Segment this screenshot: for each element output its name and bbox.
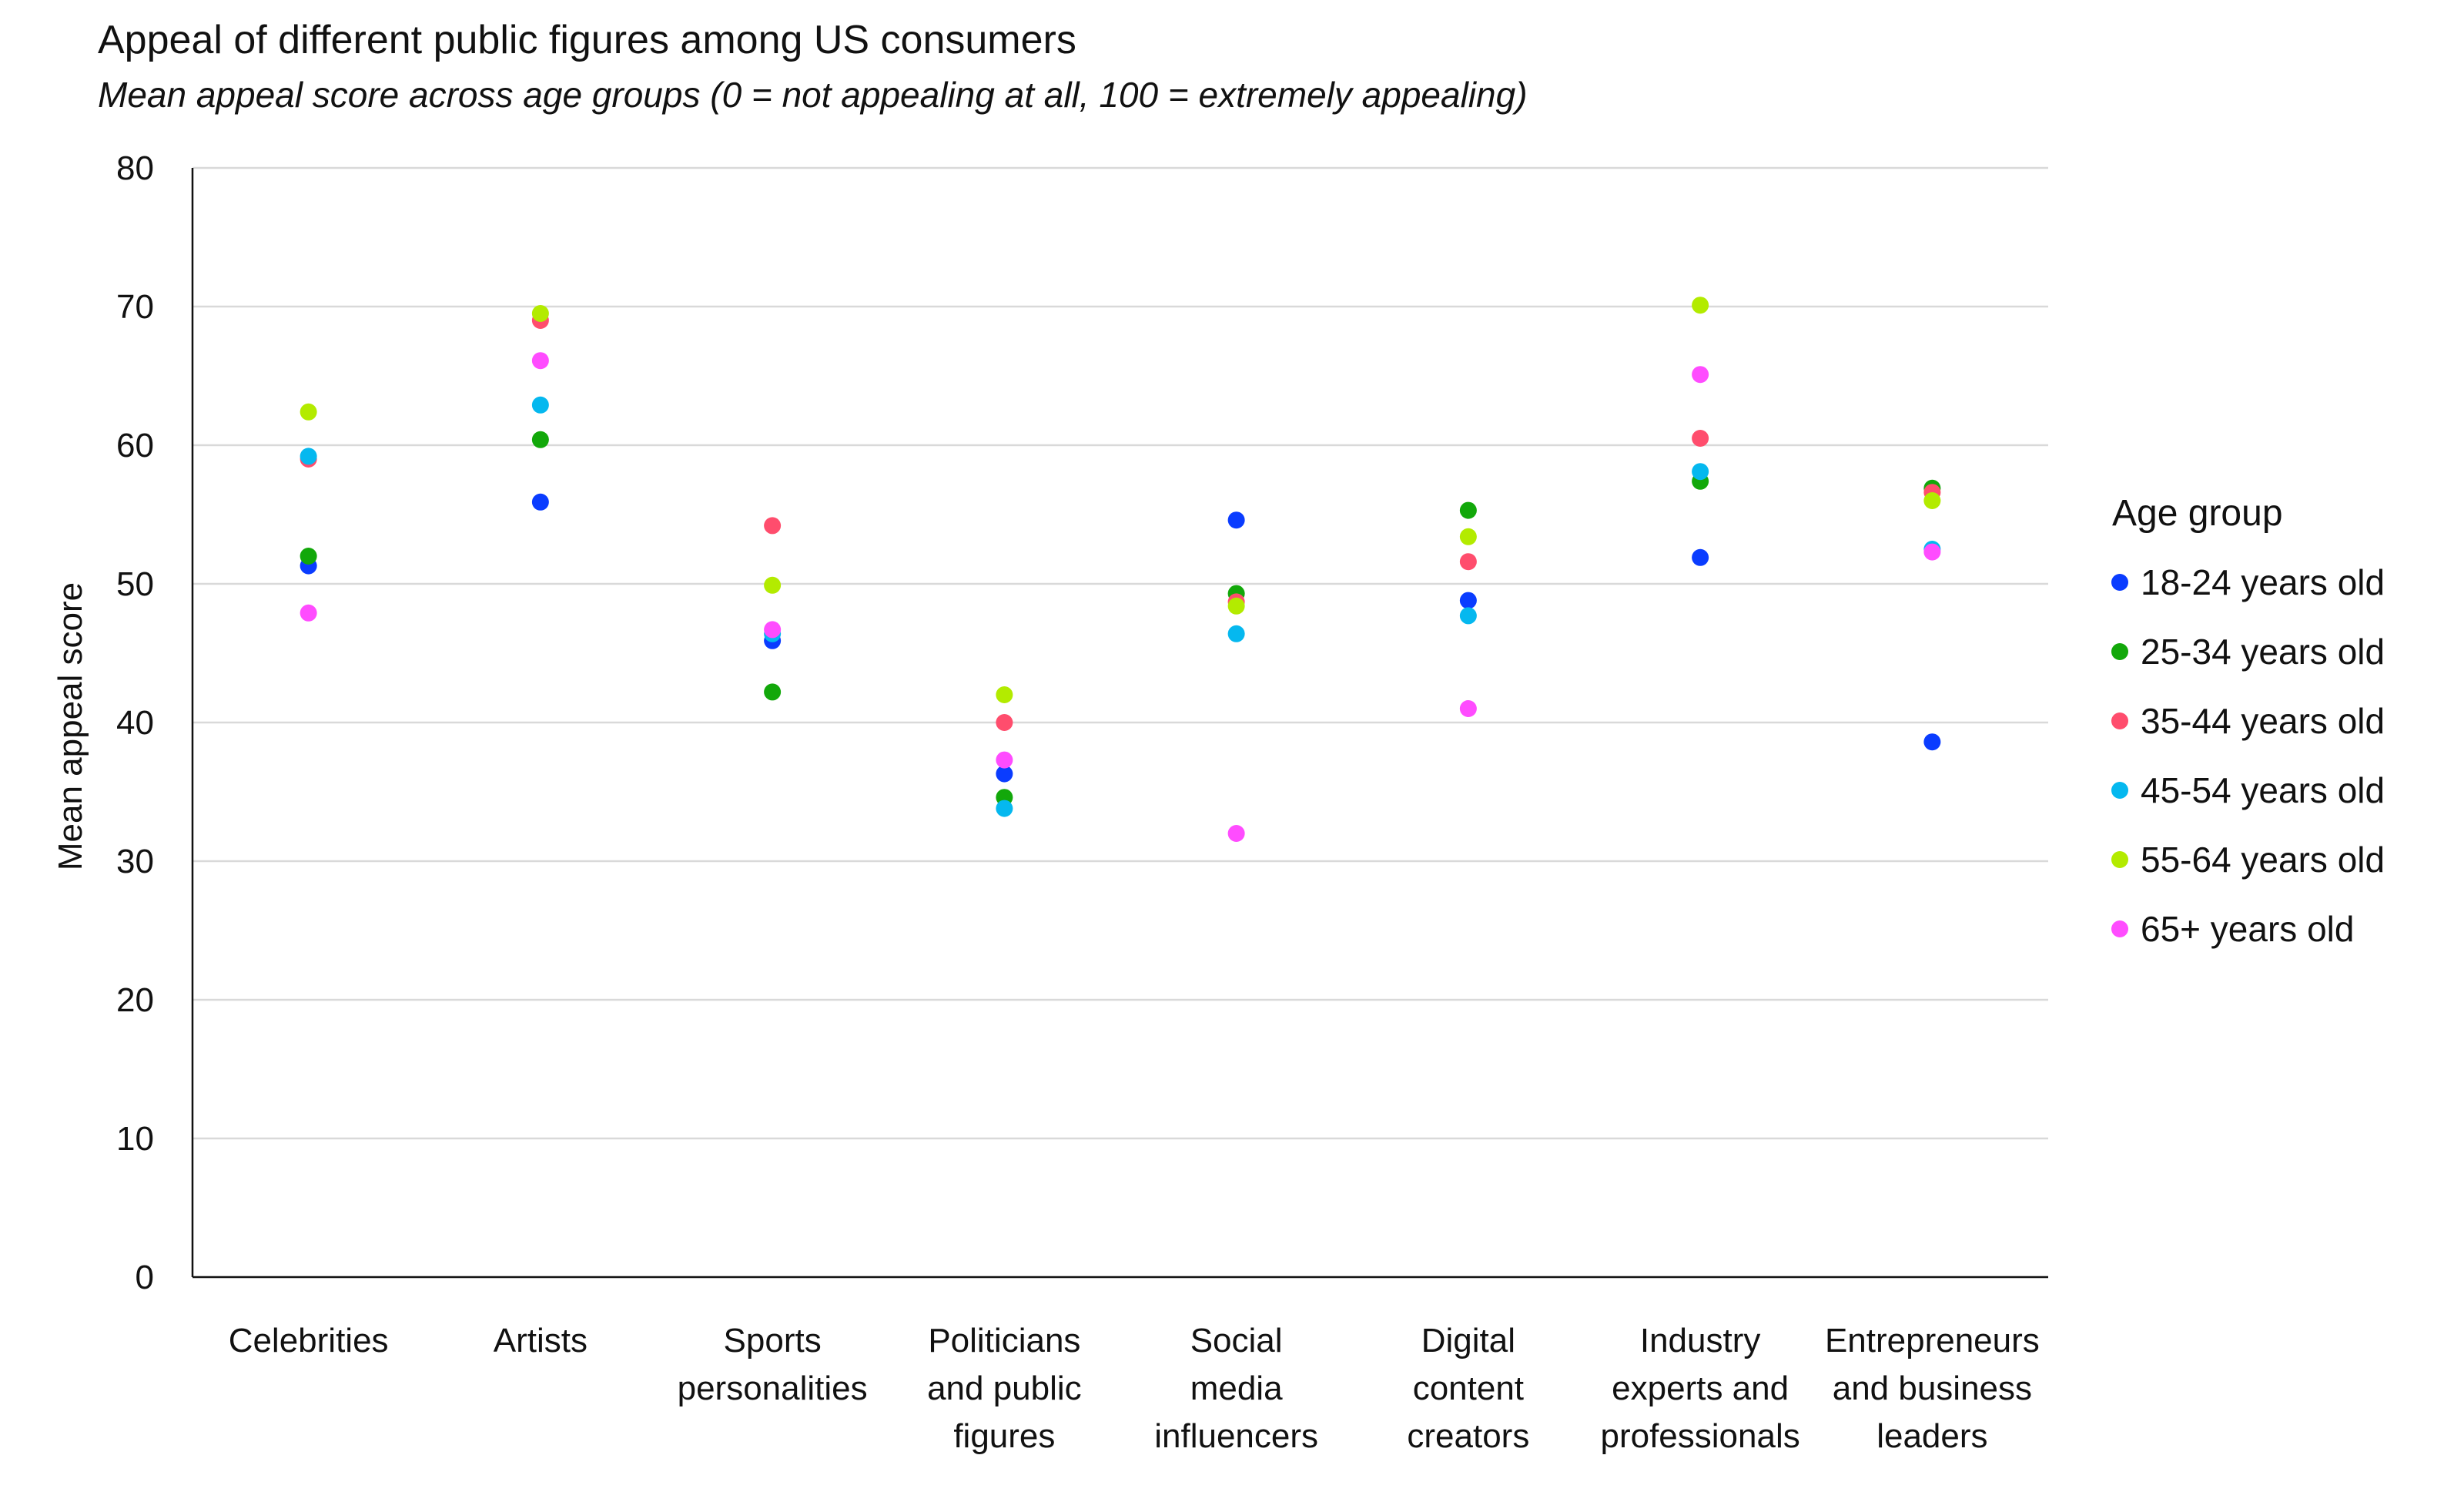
data-point-35-44-years-old xyxy=(1692,430,1709,447)
legend-marker xyxy=(2111,712,2128,729)
x-category-label: Digital xyxy=(1421,1322,1515,1360)
data-point-45-54-years-old xyxy=(531,396,549,414)
legend-label: 45-54 years old xyxy=(2141,770,2385,810)
data-point-55-64-years-old xyxy=(1692,297,1709,314)
x-category-label: Entrepreneurs xyxy=(1825,1322,2040,1360)
x-category-label: Artists xyxy=(494,1322,588,1360)
data-point-55-64-years-old xyxy=(531,305,549,322)
data-point-18-24-years-old xyxy=(531,493,549,511)
data-point-35-44-years-old xyxy=(764,517,782,535)
data-point-65-years-old xyxy=(1692,366,1709,384)
data-point-18-24-years-old xyxy=(1459,592,1477,609)
x-category-label: figures xyxy=(953,1417,1055,1455)
data-point-25-34-years-old xyxy=(531,431,549,448)
x-category-label: Sports xyxy=(724,1322,822,1360)
y-tick-label: 30 xyxy=(116,843,154,880)
data-point-65-years-old xyxy=(764,621,782,639)
x-category-label: professionals xyxy=(1600,1417,1799,1455)
x-category-label: content xyxy=(1413,1370,1524,1407)
data-point-65-years-old xyxy=(300,604,317,622)
data-point-55-64-years-old xyxy=(996,686,1013,703)
legend-label: 35-44 years old xyxy=(2141,701,2385,741)
y-tick-label: 20 xyxy=(116,981,154,1019)
data-point-45-54-years-old xyxy=(1692,463,1709,481)
x-category-label: influencers xyxy=(1154,1417,1318,1455)
legend-label: 18-24 years old xyxy=(2141,562,2385,602)
data-point-65-years-old xyxy=(531,352,549,370)
y-tick-label: 0 xyxy=(136,1259,154,1296)
legend-label: 55-64 years old xyxy=(2141,840,2385,880)
y-tick-label: 50 xyxy=(116,565,154,603)
data-point-45-54-years-old xyxy=(1227,625,1245,642)
data-point-18-24-years-old xyxy=(996,765,1013,783)
x-category-label: and public xyxy=(927,1370,1082,1407)
x-category-label: Industry xyxy=(1640,1322,1761,1360)
legend-marker xyxy=(2111,574,2128,591)
x-category-label: personalities xyxy=(678,1370,868,1407)
data-point-25-34-years-old xyxy=(300,548,317,565)
data-point-65-years-old xyxy=(1227,825,1245,842)
data-point-65-years-old xyxy=(1923,543,1941,561)
y-axis-label: Mean appeal score xyxy=(52,582,89,870)
legend-marker xyxy=(2111,782,2128,799)
data-point-35-44-years-old xyxy=(996,714,1013,731)
data-point-45-54-years-old xyxy=(300,448,317,465)
legend-marker xyxy=(2111,643,2128,660)
legend-label: 65+ years old xyxy=(2141,909,2354,949)
data-point-35-44-years-old xyxy=(1459,553,1477,571)
x-category-label: media xyxy=(1190,1370,1283,1407)
legend-label: 25-34 years old xyxy=(2141,632,2385,672)
data-point-25-34-years-old xyxy=(764,683,782,701)
data-point-55-64-years-old xyxy=(300,403,317,421)
x-category-label: Politicians xyxy=(928,1322,1080,1360)
legend-title: Age group xyxy=(2112,493,2283,534)
data-point-45-54-years-old xyxy=(996,800,1013,817)
data-point-55-64-years-old xyxy=(1227,597,1245,615)
y-tick-label: 60 xyxy=(116,427,154,464)
y-tick-label: 10 xyxy=(116,1120,154,1158)
y-tick-label: 70 xyxy=(116,288,154,326)
data-point-55-64-years-old xyxy=(1923,492,1941,509)
chart-title: Appeal of different public figures among… xyxy=(98,18,1076,62)
data-point-18-24-years-old xyxy=(1692,548,1709,566)
legend-marker xyxy=(2111,851,2128,868)
x-category-label: creators xyxy=(1407,1417,1529,1455)
data-point-18-24-years-old xyxy=(1227,511,1245,529)
x-category-label: Celebrities xyxy=(229,1322,389,1360)
data-point-45-54-years-old xyxy=(1459,607,1477,625)
data-point-25-34-years-old xyxy=(1459,501,1477,519)
data-point-65-years-old xyxy=(1459,700,1477,717)
y-tick-label: 40 xyxy=(116,704,154,742)
data-point-18-24-years-old xyxy=(1923,733,1941,751)
x-category-label: leaders xyxy=(1876,1417,1987,1455)
legend-marker xyxy=(2111,920,2128,937)
chart-subtitle: Mean appeal score across age groups (0 =… xyxy=(98,75,1528,115)
x-category-label: and business xyxy=(1833,1370,2032,1407)
x-category-label: Social xyxy=(1190,1322,1283,1360)
x-category-label: experts and xyxy=(1612,1370,1789,1407)
data-point-55-64-years-old xyxy=(1459,528,1477,545)
y-tick-label: 80 xyxy=(116,149,154,187)
data-point-65-years-old xyxy=(996,751,1013,769)
data-point-55-64-years-old xyxy=(764,576,782,594)
